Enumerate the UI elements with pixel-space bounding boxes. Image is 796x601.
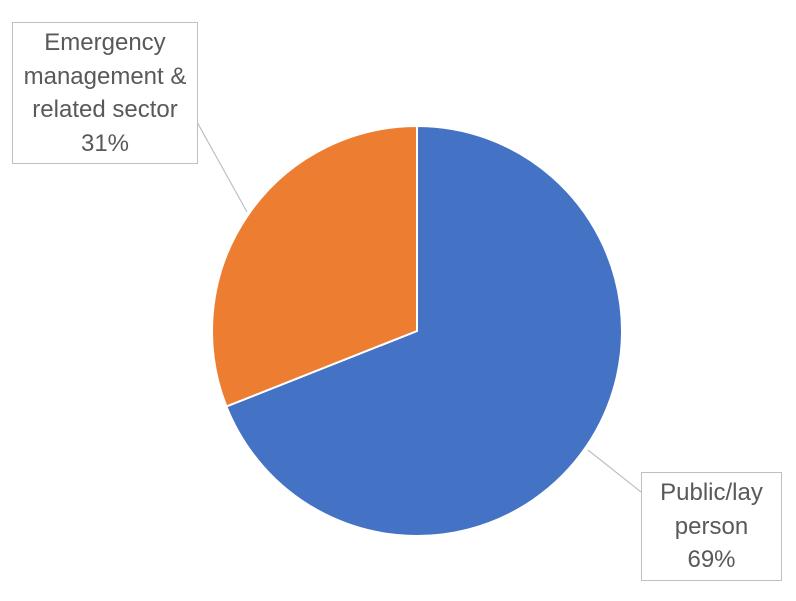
label-value: 31% — [80, 129, 130, 157]
pie-slice — [225, 124, 623, 537]
data-label: Emergency management & related sector 31% — [12, 22, 198, 164]
label-category: Public/lay person — [660, 479, 763, 540]
leader-line — [587, 449, 642, 493]
label-value: 69% — [687, 546, 736, 573]
pie-slice — [211, 124, 418, 408]
leader-line — [196, 121, 248, 213]
label-category: Emergency management & related sector — [23, 29, 187, 123]
data-label: Public/lay person 69% — [641, 472, 782, 581]
